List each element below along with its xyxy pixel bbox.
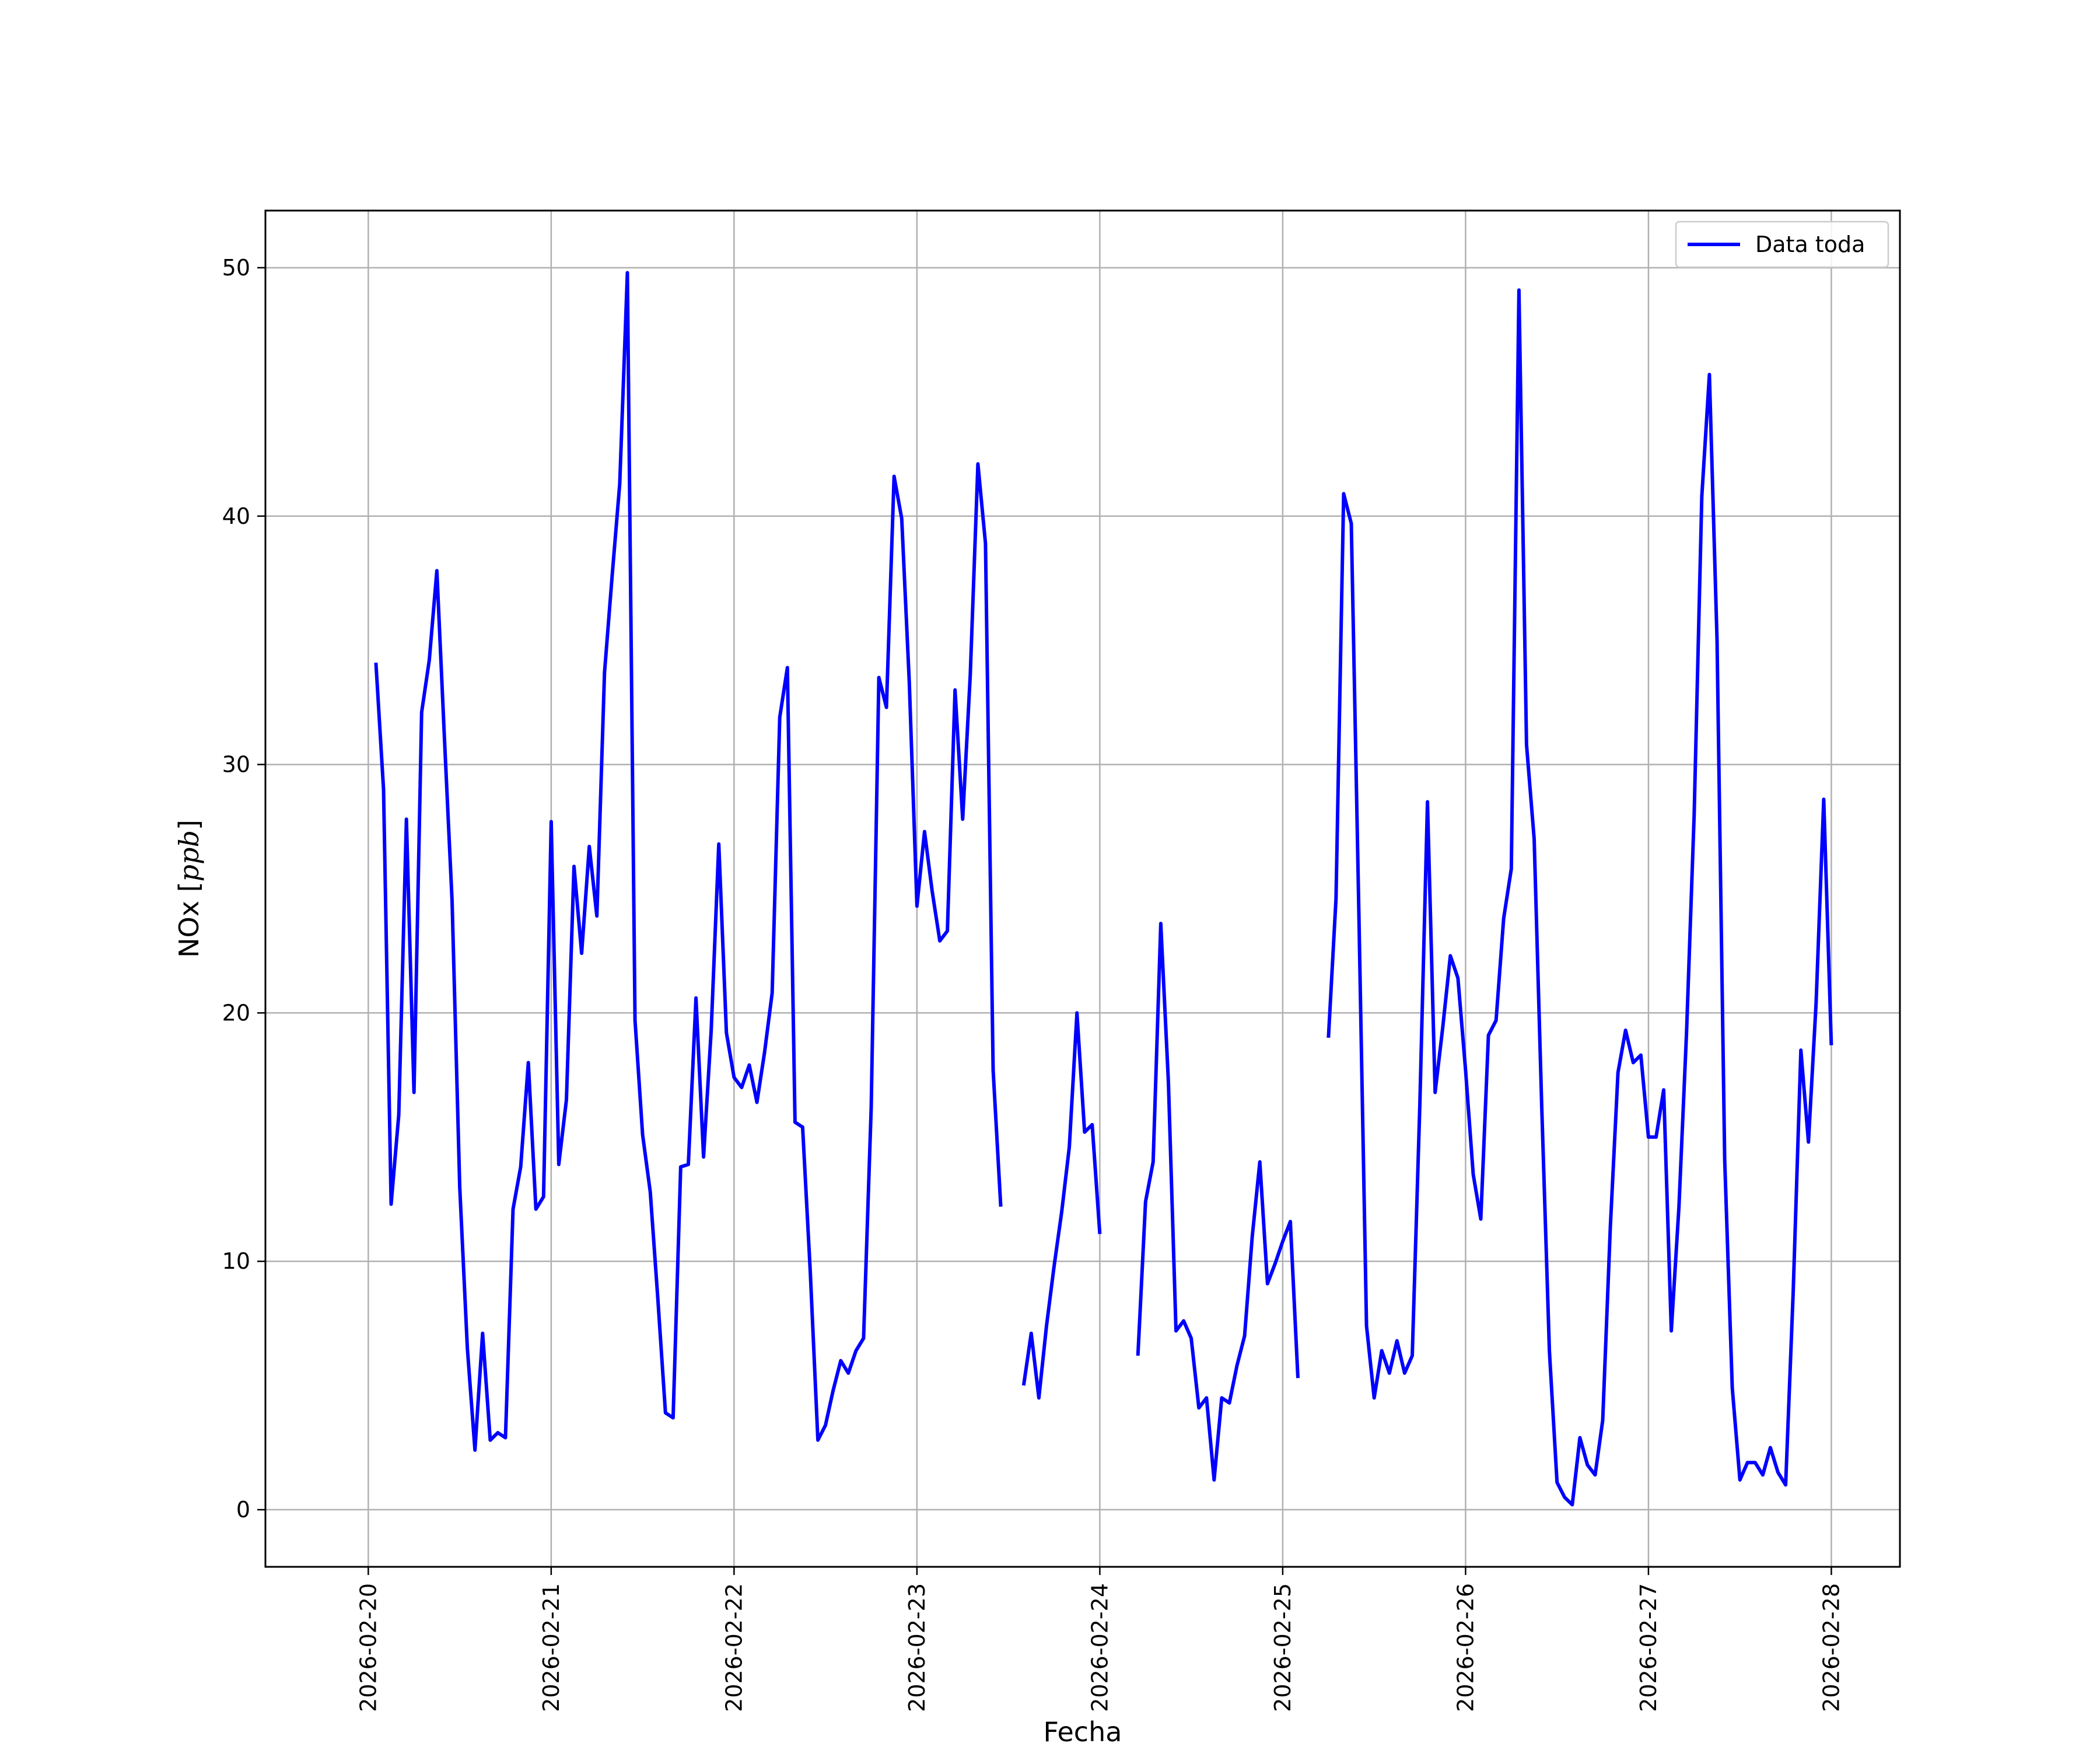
x-tick-label: 2026-02-21 [538, 1583, 564, 1712]
y-axis-label-unit: ppb [173, 830, 205, 881]
axis-ticks: 2026-02-20 2026-02-21 2026-02-22 2026-02-23… [222, 255, 1845, 1712]
x-tick-label: 2026-02-23 [904, 1583, 930, 1712]
y-tick-label: 20 [222, 1000, 250, 1026]
y-tick-label: 30 [222, 752, 250, 778]
legend: Data toda [1675, 220, 1889, 268]
x-tick-label: 2026-02-22 [721, 1583, 747, 1712]
series-line-segment [374, 271, 1003, 1452]
legend-box [1675, 220, 1889, 268]
x-axis-label: Fecha [1044, 1716, 1122, 1748]
x-tick-label: 2026-02-27 [1636, 1583, 1661, 1712]
legend-entry-label: Data toda [1755, 232, 1865, 257]
y-axis-label: NOx [ppb] [173, 820, 205, 958]
y-tick-label: 40 [222, 503, 250, 529]
series-line-segment [1326, 288, 1833, 1507]
y-tick-label: 50 [222, 255, 250, 281]
series-line-segment [1021, 1011, 1102, 1400]
x-tick-label: 2026-02-24 [1087, 1583, 1112, 1712]
series-line-segment [1136, 922, 1300, 1482]
x-tick-label: 2026-02-26 [1452, 1583, 1478, 1712]
grid [265, 211, 1900, 1567]
y-tick-label: 10 [222, 1248, 250, 1274]
y-axis-label-prefix: NOx [ [173, 881, 205, 957]
y-tick-label: 0 [236, 1497, 250, 1522]
y-axis-label-suffix: ] [173, 820, 205, 830]
series-layer [374, 271, 1833, 1507]
plot-area-frame [264, 209, 1901, 1568]
x-tick-label: 2026-02-25 [1270, 1583, 1296, 1712]
x-tick-label: 2026-02-20 [355, 1583, 381, 1712]
x-tick-label: 2026-02-28 [1818, 1583, 1844, 1712]
